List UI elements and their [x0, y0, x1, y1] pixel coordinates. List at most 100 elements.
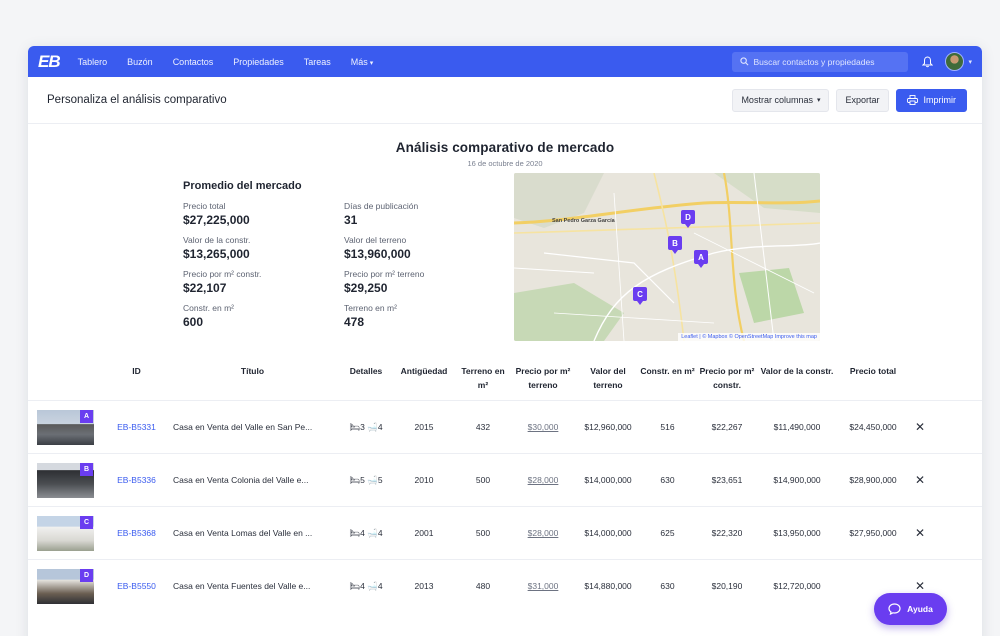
property-thumbnail[interactable]: A [28, 401, 108, 454]
bath-icon: 🛁 [367, 527, 378, 538]
stat-land-value: Valor del terreno $13,960,000 [344, 235, 494, 261]
chevron-down-icon[interactable]: ▾ [968, 58, 972, 66]
property-thumbnail[interactable]: C [28, 507, 108, 560]
table-row[interactable]: C EB-B5368 Casa en Venta Lomas del Valle… [28, 506, 982, 559]
map-city-label: San Pedro Garza García [552, 218, 615, 224]
remove-row-icon[interactable]: ✕ [914, 526, 926, 540]
search-icon [740, 57, 749, 66]
property-age: 2013 [414, 581, 434, 591]
property-built-price-m2: $20,190 [711, 581, 743, 591]
map-attribution[interactable]: Leaflet | © Mapbox © OpenStreetMap Impro… [678, 333, 820, 341]
search-placeholder: Buscar contactos y propiedades [753, 56, 875, 67]
beds-count: 3 [360, 421, 365, 432]
map-pin-a[interactable]: A [694, 250, 708, 268]
nav-mas[interactable]: Más ▾ [351, 57, 374, 67]
stat-label: Precio total [183, 201, 226, 211]
nav-tareas[interactable]: Tareas [303, 56, 331, 67]
property-land-price-m2[interactable]: $28,000 [527, 475, 559, 485]
property-land-m2: 480 [475, 581, 491, 591]
col-total-price: Precio total [849, 366, 897, 376]
remove-row-icon[interactable]: ✕ [914, 420, 926, 434]
bed-icon: 🛏 [349, 580, 361, 591]
table-row[interactable]: A EB-B5331 Casa en Venta del Valle en Sa… [28, 400, 982, 453]
bell-icon[interactable] [922, 55, 934, 68]
property-built-price-m2: $22,320 [711, 528, 743, 538]
property-map[interactable]: San Pedro Garza García D B A C Leaflet |… [514, 173, 820, 341]
remove-row-icon[interactable]: ✕ [914, 473, 926, 487]
property-details: 🛏3 🛁4 [340, 422, 392, 433]
stat-value: 600 [183, 315, 204, 329]
map-pin-c[interactable]: C [633, 287, 647, 305]
remove-row-icon[interactable]: ✕ [914, 579, 926, 593]
stat-price-per-m2-land: Precio por m² terreno $29,250 [344, 269, 494, 295]
export-label: Exportar [845, 95, 880, 105]
map-pin-d[interactable]: D [681, 210, 695, 228]
bed-icon: 🛏 [349, 421, 361, 432]
map-pin-b[interactable]: B [668, 236, 682, 254]
nav-contactos[interactable]: Contactos [172, 56, 214, 67]
market-summary: Promedio del mercado Precio total $27,225… [28, 168, 982, 358]
show-columns-label: Mostrar columnas [741, 95, 813, 105]
comparables-table: ID Título Detalles Antigüedad Terreno en… [28, 358, 982, 612]
col-title: Título [240, 366, 265, 376]
printer-icon [906, 95, 918, 105]
show-columns-button[interactable]: Mostrar columnas ▾ [732, 88, 830, 112]
property-land-price-m2[interactable]: $28,000 [527, 528, 559, 538]
table-row[interactable]: D EB-B5550 Casa en Venta Fuentes del Val… [28, 559, 982, 612]
stat-construction-value: Valor de la constr. $13,265,000 [183, 235, 344, 261]
property-land-price-m2[interactable]: $30,000 [527, 422, 559, 432]
property-age: 2015 [414, 422, 434, 432]
nav-tablero[interactable]: Tablero [77, 56, 108, 67]
property-id-link[interactable]: EB-B5336 [117, 475, 156, 485]
property-built-m2: 625 [660, 528, 675, 538]
property-thumbnail[interactable]: B [28, 454, 108, 507]
stat-value: $13,265,000 [183, 247, 250, 261]
beds-count: 4 [360, 580, 365, 591]
stat-label: Terreno en m² [344, 303, 397, 313]
property-id-link[interactable]: EB-B5368 [117, 528, 156, 538]
property-built-price-m2: $22,267 [711, 422, 743, 432]
page-title: Personaliza el análisis comparativo [47, 94, 227, 106]
col-land-price-m2: Precio por m² terreno [515, 366, 571, 390]
nav-propiedades[interactable]: Propiedades [233, 56, 284, 67]
property-built-value: $11,490,000 [773, 422, 821, 432]
table-header: ID Título Detalles Antigüedad Terreno en… [28, 358, 982, 400]
property-built-value: $14,900,000 [773, 475, 821, 485]
brand-logo[interactable]: EB [38, 52, 61, 72]
help-button[interactable]: Ayuda [874, 593, 947, 625]
page-toolbar: Personaliza el análisis comparativo Most… [28, 77, 982, 124]
col-built-m2: Constr. en m² [640, 366, 695, 376]
search-input[interactable]: Buscar contactos y propiedades [732, 51, 909, 72]
beds-count: 5 [360, 474, 365, 485]
stat-construction-m2: Constr. en m² 600 [183, 303, 344, 329]
property-id-link[interactable]: EB-B5550 [117, 581, 156, 591]
property-title: Casa en Venta del Valle en San Pe... [173, 422, 313, 432]
stat-label: Valor de la constr. [183, 235, 251, 245]
stat-value: $29,250 [344, 281, 388, 295]
col-land-value: Valor del terreno [590, 366, 626, 390]
property-total-price: $27,950,000 [849, 528, 897, 538]
property-thumbnail[interactable]: D [28, 560, 108, 613]
stats-grid: Precio total $27,225,000 Días de publicac… [183, 201, 493, 329]
stat-label: Constr. en m² [183, 303, 235, 313]
print-button[interactable]: Imprimir [895, 88, 967, 112]
property-land-price-m2[interactable]: $31,000 [527, 581, 559, 591]
toolbar-actions: Mostrar columnas ▾ Exportar Imprimir [732, 88, 967, 112]
stat-value: 31 [344, 213, 358, 227]
property-total-price: $28,900,000 [849, 475, 897, 485]
avatar[interactable] [945, 52, 965, 71]
app-window: EB Tablero Buzón Contactos Propiedades T… [28, 46, 982, 636]
nav-buzon[interactable]: Buzón [127, 56, 153, 67]
property-id-link[interactable]: EB-B5331 [117, 422, 156, 432]
col-built-price-m2: Precio por m² constr. [699, 366, 755, 390]
chat-bubble-icon [888, 603, 901, 615]
table-row[interactable]: B EB-B5336 Casa en Venta Colonia del Val… [28, 453, 982, 506]
baths-count: 4 [377, 421, 383, 432]
property-built-value: $13,950,000 [773, 528, 821, 538]
col-land-m2: Terreno en m² [461, 366, 505, 390]
stat-price-per-m2-construction: Precio por m² constr. $22,107 [183, 269, 344, 295]
export-button[interactable]: Exportar [836, 88, 889, 112]
col-built-value: Valor de la constr. [760, 366, 834, 376]
property-land-m2: 500 [475, 475, 491, 485]
stat-label: Valor del terreno [344, 235, 407, 245]
